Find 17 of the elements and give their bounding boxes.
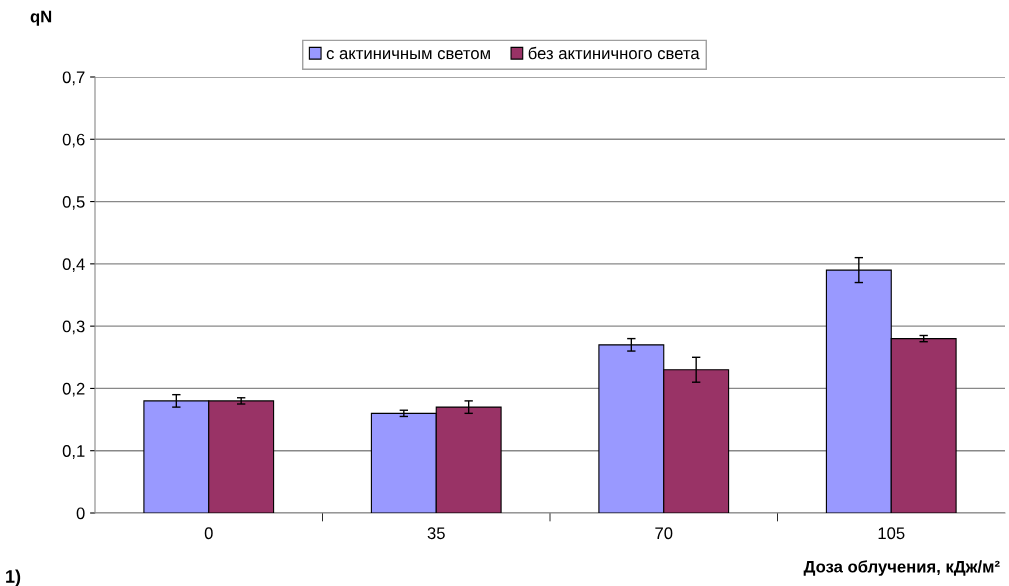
y-tick-label: 0,1 [62, 445, 85, 459]
y-axis-title: qN [30, 10, 52, 26]
legend-label: с актиничным светом [326, 50, 490, 60]
x-axis-title: Доза облучения, кДж/м² [803, 560, 1000, 576]
legend-label: без актиничного света [528, 46, 700, 60]
x-tick-label: 70 [655, 527, 673, 540]
text: 1) [6, 569, 21, 586]
y-tick-label: 0 [76, 507, 85, 520]
y-tick-label: 0,4 [62, 258, 85, 273]
y-tick-label: 0,5 [62, 195, 85, 210]
y-tick-label: 0,2 [62, 382, 85, 397]
y-tick-label: 0,7 [62, 71, 85, 86]
x-tick-label: 105 [878, 527, 905, 540]
x-tick-label: 0 [204, 527, 213, 540]
x-tick-label: 35 [427, 527, 445, 540]
y-tick-label: 0,6 [62, 133, 85, 148]
y-tick-label: 0,3 [62, 320, 85, 335]
